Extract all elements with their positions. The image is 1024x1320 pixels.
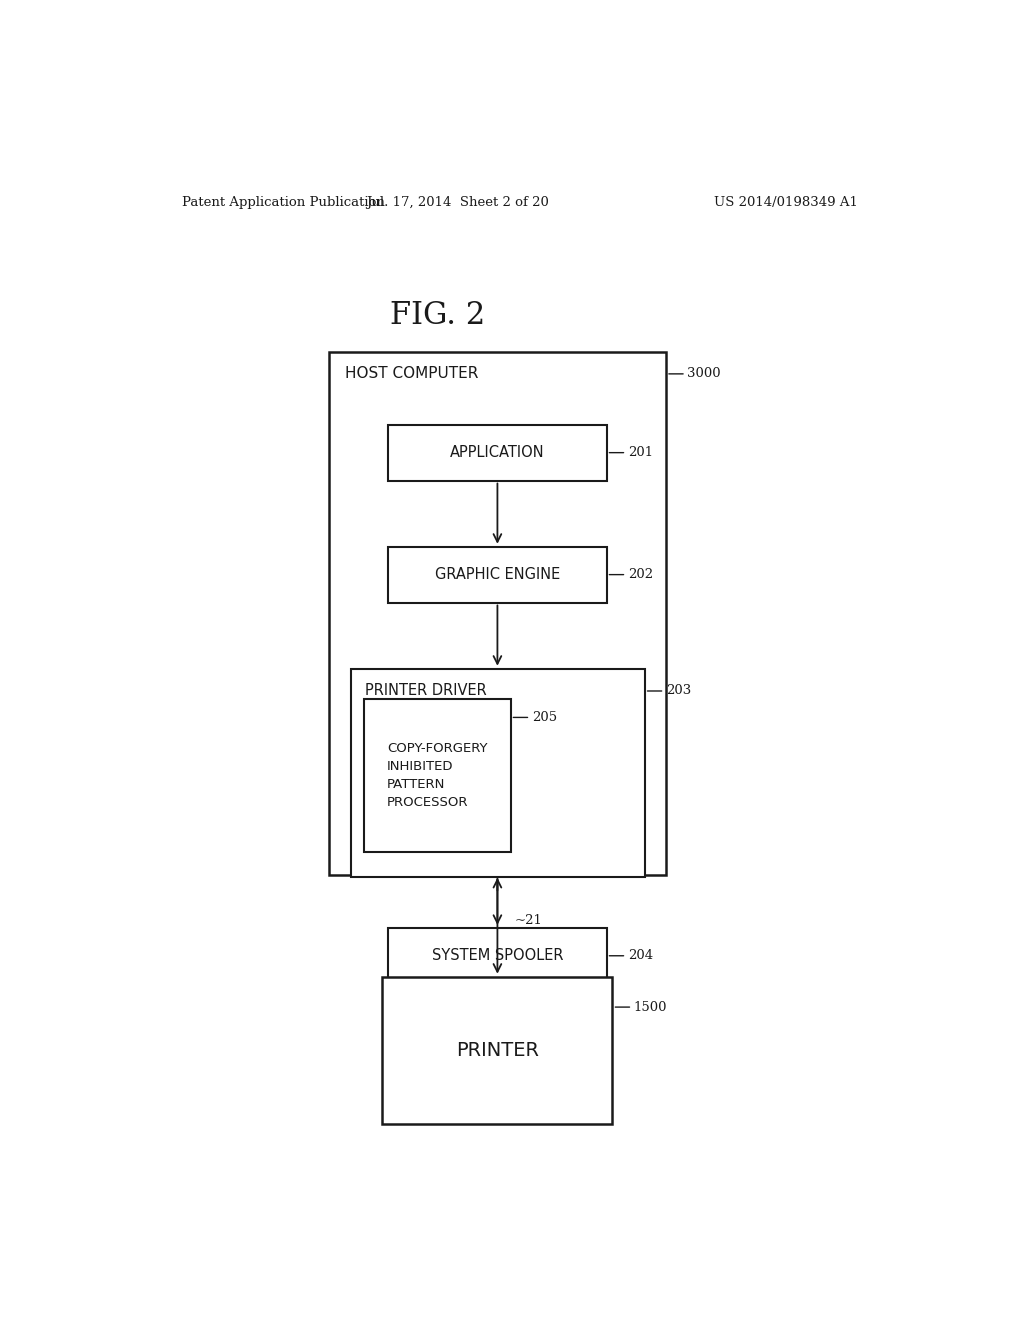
Text: 202: 202 bbox=[628, 568, 653, 581]
Bar bbox=[388, 425, 606, 480]
Bar bbox=[388, 928, 606, 983]
Text: 201: 201 bbox=[628, 446, 653, 459]
Bar bbox=[364, 700, 511, 851]
Bar bbox=[388, 546, 606, 602]
Text: SYSTEM SPOOLER: SYSTEM SPOOLER bbox=[432, 948, 563, 964]
Text: 3000: 3000 bbox=[687, 367, 721, 380]
Text: PRINTER: PRINTER bbox=[456, 1040, 539, 1060]
Text: COPY-FORGERY
INHIBITED
PATTERN
PROCESSOR: COPY-FORGERY INHIBITED PATTERN PROCESSOR bbox=[387, 742, 487, 809]
Text: GRAPHIC ENGINE: GRAPHIC ENGINE bbox=[435, 568, 560, 582]
Text: 204: 204 bbox=[628, 949, 653, 962]
Text: 203: 203 bbox=[666, 685, 691, 697]
Text: 1500: 1500 bbox=[634, 1001, 668, 1014]
Text: 205: 205 bbox=[531, 711, 557, 723]
Bar bbox=[382, 977, 612, 1125]
Text: PRINTER DRIVER: PRINTER DRIVER bbox=[366, 684, 487, 698]
Text: ~21: ~21 bbox=[515, 915, 543, 927]
Text: Jul. 17, 2014  Sheet 2 of 20: Jul. 17, 2014 Sheet 2 of 20 bbox=[366, 195, 549, 209]
Bar bbox=[351, 669, 645, 876]
Text: US 2014/0198349 A1: US 2014/0198349 A1 bbox=[714, 195, 858, 209]
Text: APPLICATION: APPLICATION bbox=[451, 445, 545, 461]
Bar bbox=[329, 351, 666, 875]
Text: Patent Application Publication: Patent Application Publication bbox=[182, 195, 385, 209]
Text: FIG. 2: FIG. 2 bbox=[390, 301, 485, 331]
Text: HOST COMPUTER: HOST COMPUTER bbox=[345, 367, 478, 381]
